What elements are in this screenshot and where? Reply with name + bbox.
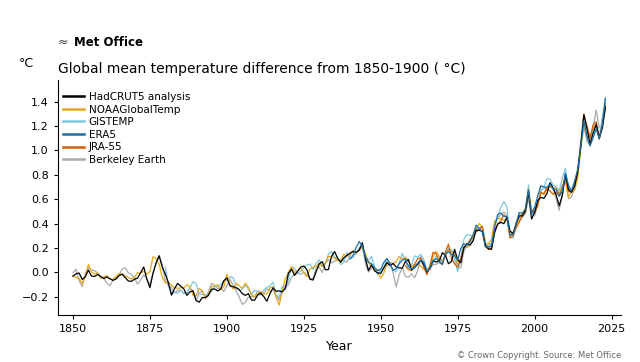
X-axis label: Year: Year	[326, 340, 353, 353]
Text: ≈: ≈	[58, 36, 68, 49]
Text: Global mean temperature difference from 1850-1900 ( °C): Global mean temperature difference from …	[58, 62, 465, 76]
Legend: HadCRUT5 analysis, NOAAGlobalTemp, GISTEMP, ERA5, JRA-55, Berkeley Earth: HadCRUT5 analysis, NOAAGlobalTemp, GISTE…	[63, 92, 190, 165]
Y-axis label: °C: °C	[19, 57, 34, 70]
Text: Met Office: Met Office	[74, 36, 143, 49]
Text: © Crown Copyright. Source: Met Office: © Crown Copyright. Source: Met Office	[456, 351, 621, 360]
